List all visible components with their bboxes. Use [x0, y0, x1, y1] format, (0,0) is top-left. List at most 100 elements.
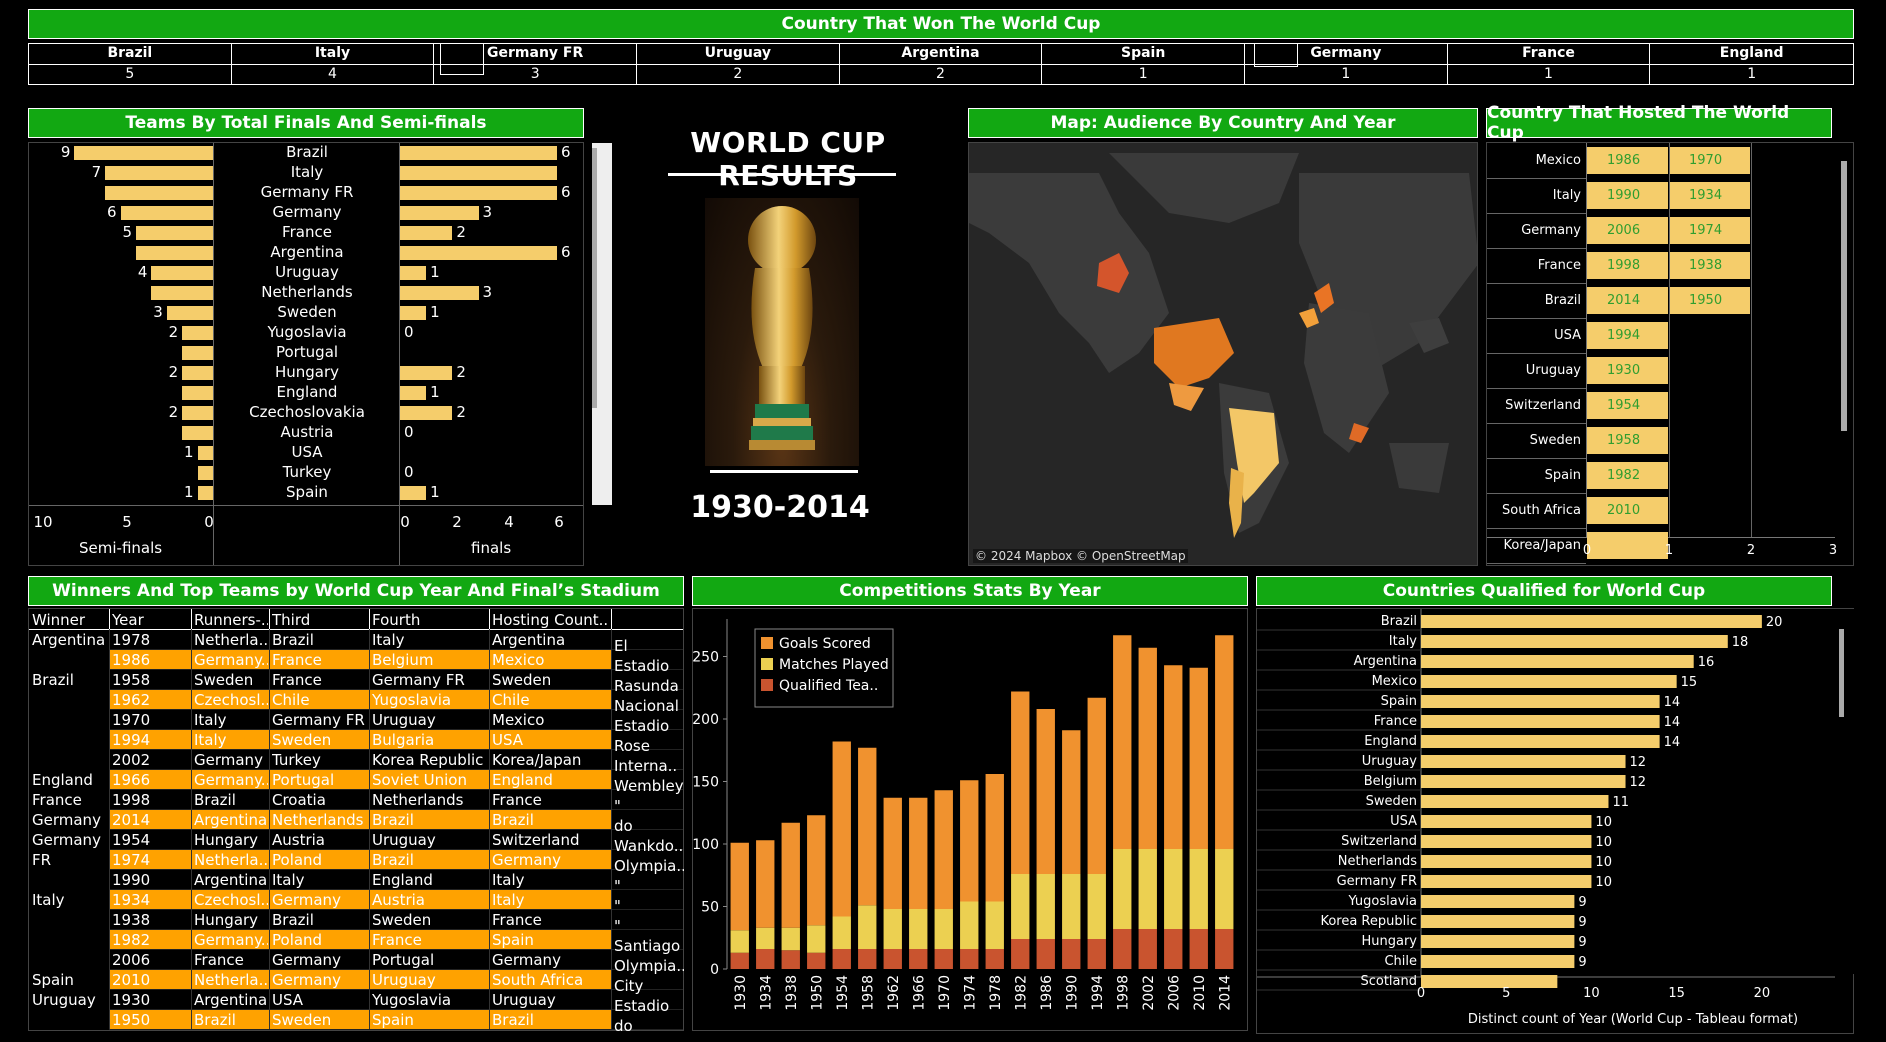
table-cell-host[interactable]: France [492, 911, 542, 929]
semi-bar[interactable] [74, 146, 213, 160]
table-cell-stadium[interactable]: El [614, 637, 628, 655]
table-cell-third[interactable]: Germany [272, 971, 341, 989]
table-cell-year[interactable]: 1930 [112, 991, 151, 1009]
table-cell-stadium[interactable]: " [614, 917, 621, 935]
table-cell-third[interactable]: Poland [272, 931, 323, 949]
table-cell-third[interactable]: Sweden [272, 1011, 332, 1029]
table-cell-host[interactable]: Mexico [492, 651, 545, 669]
table-cell-year[interactable]: 1950 [112, 1011, 151, 1029]
host-year-bar[interactable]: 1954 [1587, 392, 1668, 419]
winner-cell[interactable]: England 1 [1650, 44, 1853, 84]
stat-bar-segment[interactable] [1138, 849, 1157, 929]
table-cell-third[interactable]: Portugal [272, 771, 335, 789]
semi-bar[interactable] [151, 286, 213, 300]
stat-bar-segment[interactable] [781, 822, 800, 928]
winner-cell[interactable]: Germany FR 3 [434, 44, 637, 84]
table-cell-year[interactable]: 1994 [112, 731, 151, 749]
stat-bar-segment[interactable] [1087, 874, 1106, 939]
stat-bar-segment[interactable] [883, 949, 902, 969]
table-cell-stadium[interactable]: Estadio [614, 657, 670, 675]
qualified-bar[interactable] [1421, 875, 1592, 888]
stat-bar-segment[interactable] [1113, 849, 1132, 929]
table-cell-host[interactable]: Argentina [492, 631, 566, 649]
table-cell-host[interactable]: Germany [492, 851, 561, 869]
semi-bar[interactable] [105, 166, 213, 180]
table-cell-third[interactable]: Netherlands [272, 811, 364, 829]
scrollbar-thumb[interactable] [1839, 629, 1844, 717]
table-cell-year[interactable]: 2014 [112, 811, 151, 829]
stat-bar-segment[interactable] [1189, 849, 1208, 929]
table-cell-year[interactable]: 1974 [112, 851, 151, 869]
stat-bar-segment[interactable] [883, 797, 902, 909]
host-year-bar[interactable]: 1982 [1587, 462, 1668, 489]
table-cell-third[interactable]: Italy [272, 871, 305, 889]
table-cell-year[interactable]: 1978 [112, 631, 151, 649]
semi-bar[interactable] [136, 246, 213, 260]
stat-bar-segment[interactable] [1164, 849, 1183, 929]
table-cell-stadium[interactable]: City [614, 977, 644, 995]
stat-bar-segment[interactable] [909, 909, 928, 949]
audience-map[interactable]: © 2024 Mapbox © OpenStreetMap [968, 142, 1478, 566]
table-cell-third[interactable]: France [272, 651, 322, 669]
stat-bar-segment[interactable] [781, 950, 800, 969]
table-cell-fourth[interactable]: Soviet Union [372, 771, 467, 789]
qualified-bar[interactable] [1421, 855, 1592, 868]
stat-bar-segment[interactable] [1164, 665, 1183, 849]
table-cell-third[interactable]: Germany [272, 951, 341, 969]
qualified-bar[interactable] [1421, 835, 1592, 848]
qualified-bar[interactable] [1421, 775, 1626, 788]
qualified-bar[interactable] [1421, 955, 1575, 968]
table-cell-fourth[interactable]: Uruguay [372, 711, 436, 729]
table-cell-third[interactable]: USA [272, 991, 304, 1009]
semi-bar[interactable] [182, 346, 213, 360]
finals-bar[interactable] [400, 206, 479, 220]
table-cell-fourth[interactable]: England [372, 871, 433, 889]
table-cell-runner[interactable]: Brazil [194, 791, 236, 809]
table-cell-stadium[interactable]: Wembley [614, 777, 684, 795]
winner-cell[interactable]: Italy 4 [231, 44, 435, 84]
stat-bar-segment[interactable] [960, 949, 979, 969]
table-cell-stadium[interactable]: Estadio [614, 717, 670, 735]
stat-bar-segment[interactable] [1062, 874, 1081, 939]
stat-bar-segment[interactable] [1036, 709, 1055, 874]
qualified-bar[interactable] [1421, 655, 1694, 668]
table-cell-fourth[interactable]: Bulgaria [372, 731, 435, 749]
table-cell-fourth[interactable]: Italy [372, 631, 405, 649]
stat-bar-segment[interactable] [858, 905, 877, 949]
table-cell-runner[interactable]: Germany.. [194, 651, 268, 669]
table-cell-year[interactable]: 1990 [112, 871, 151, 889]
scrollbar-track[interactable] [592, 143, 612, 505]
table-cell-host[interactable]: Brazil [492, 1011, 534, 1029]
table-cell-stadium[interactable]: " [614, 797, 621, 815]
host-year-bar[interactable]: 2010 [1587, 497, 1668, 524]
semi-bar[interactable] [136, 226, 213, 240]
table-cell-stadium[interactable]: Wankdo.. [614, 837, 684, 855]
qualified-bar[interactable] [1421, 755, 1626, 768]
winner-cell[interactable]: Uruguay 2 [637, 44, 840, 84]
host-year-bar[interactable]: 2014 [1587, 287, 1668, 314]
table-cell-fourth[interactable]: Brazil [372, 851, 414, 869]
table-cell-year[interactable]: 1982 [112, 931, 151, 949]
qualified-bar[interactable] [1421, 695, 1660, 708]
semi-bar[interactable] [120, 206, 213, 220]
stat-bar-segment[interactable] [1215, 849, 1234, 929]
table-cell-stadium[interactable]: Nacional [614, 697, 679, 715]
table-cell-runner[interactable]: Netherla.. [194, 851, 268, 869]
stat-bar-segment[interactable] [985, 774, 1004, 902]
semi-bar[interactable] [197, 446, 213, 460]
host-year-bar[interactable]: 1974 [1669, 217, 1750, 244]
host-year-bar[interactable]: 1986 [1587, 147, 1668, 174]
winner-cell[interactable]: Germany 1 [1245, 44, 1448, 84]
table-cell-host[interactable]: South Africa [492, 971, 584, 989]
semi-bar[interactable] [182, 366, 213, 380]
finals-bar[interactable] [400, 246, 557, 260]
table-cell-runner[interactable]: Italy [194, 731, 227, 749]
table-cell-year[interactable]: 1962 [112, 691, 151, 709]
stat-bar-segment[interactable] [1113, 929, 1132, 969]
table-cell-host[interactable]: Italy [492, 871, 525, 889]
finals-bar[interactable] [400, 486, 427, 500]
semi-bar[interactable] [166, 306, 213, 320]
stat-bar-segment[interactable] [730, 842, 749, 931]
table-cell-stadium[interactable]: Interna.. [614, 757, 678, 775]
host-year-bar[interactable]: 1994 [1587, 322, 1668, 349]
